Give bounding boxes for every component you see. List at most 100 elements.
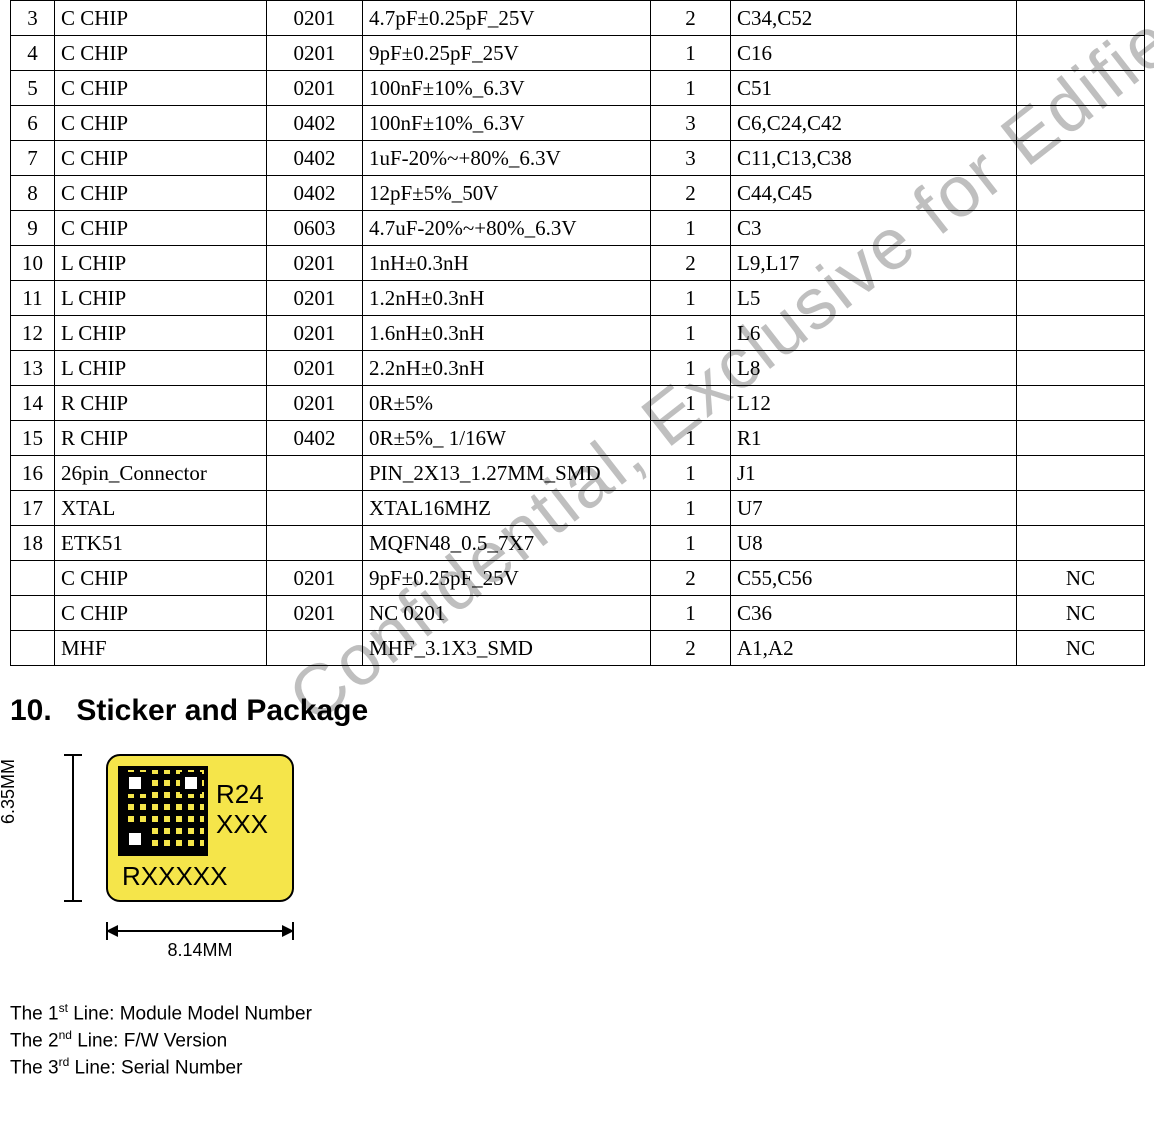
dimension-vertical-tick — [64, 900, 82, 902]
table-cell: MHF — [55, 631, 267, 666]
table-cell: C CHIP — [55, 71, 267, 106]
table-cell — [1017, 456, 1145, 491]
table-cell: 1nH±0.3nH — [363, 246, 651, 281]
table-cell: 9pF±0.25pF_25V — [363, 561, 651, 596]
table-cell: 6 — [11, 106, 55, 141]
table-cell — [1017, 281, 1145, 316]
table-cell: 1uF-20%~+80%_6.3V — [363, 141, 651, 176]
table-cell — [1017, 36, 1145, 71]
table-cell: 0201 — [267, 596, 363, 631]
table-cell: 1 — [651, 421, 731, 456]
legend-line-1: The 1st Line: Module Model Number — [10, 1000, 1144, 1027]
section-heading: 10. Sticker and Package — [10, 694, 1144, 728]
table-cell: 0201 — [267, 1, 363, 36]
table-cell: 0201 — [267, 351, 363, 386]
table-cell: 0201 — [267, 281, 363, 316]
table-cell: 4 — [11, 36, 55, 71]
dimension-vertical: 6.35MM — [10, 754, 96, 902]
table-cell: 12pF±5%_50V — [363, 176, 651, 211]
table-cell: 15 — [11, 421, 55, 456]
section-number: 10. — [10, 694, 68, 728]
table-cell: 0201 — [267, 246, 363, 281]
table-cell: L9,L17 — [731, 246, 1017, 281]
table-cell: XTAL16MHZ — [363, 491, 651, 526]
table-cell: 0603 — [267, 211, 363, 246]
table-row: 3C CHIP02014.7pF±0.25pF_25V2C34,C52 — [11, 1, 1145, 36]
table-cell — [11, 561, 55, 596]
table-cell: C CHIP — [55, 596, 267, 631]
dimension-height-label: 6.35MM — [0, 759, 19, 824]
table-cell: 11 — [11, 281, 55, 316]
table-cell: 1 — [651, 456, 731, 491]
sticker-line-1: R24 — [216, 780, 268, 810]
table-cell — [1017, 246, 1145, 281]
table-cell: 1 — [651, 71, 731, 106]
table-row: 8C CHIP040212pF±5%_50V2C44,C45 — [11, 176, 1145, 211]
dimension-vertical-line — [72, 754, 74, 902]
table-cell: 9 — [11, 211, 55, 246]
table-cell: 16 — [11, 456, 55, 491]
table-cell: 7 — [11, 141, 55, 176]
table-row: 12L CHIP02011.6nH±0.3nH1L6 — [11, 316, 1145, 351]
table-cell — [267, 491, 363, 526]
table-cell: 26pin_Connector — [55, 456, 267, 491]
table-cell: 3 — [651, 141, 731, 176]
table-cell: PIN_2X13_1.27MM_SMD — [363, 456, 651, 491]
table-row: 4C CHIP02019pF±0.25pF_25V1C16 — [11, 36, 1145, 71]
table-cell: C34,C52 — [731, 1, 1017, 36]
table-cell: U8 — [731, 526, 1017, 561]
table-cell — [1017, 316, 1145, 351]
table-cell: ETK51 — [55, 526, 267, 561]
table-cell: 4.7pF±0.25pF_25V — [363, 1, 651, 36]
table-cell: 2 — [651, 631, 731, 666]
table-row: 18ETK51MQFN48_0.5_7X71U8 — [11, 526, 1145, 561]
table-cell: C11,C13,C38 — [731, 141, 1017, 176]
table-row: 14R CHIP02010R±5%1L12 — [11, 386, 1145, 421]
arrow-right-icon — [282, 925, 294, 937]
dimension-width-label: 8.14MM — [106, 940, 294, 961]
table-cell: 2 — [651, 176, 731, 211]
table-cell: 0402 — [267, 106, 363, 141]
table-cell: C CHIP — [55, 211, 267, 246]
table-cell: 8 — [11, 176, 55, 211]
table-cell: L6 — [731, 316, 1017, 351]
sticker-legend: The 1st Line: Module Model Number The 2n… — [10, 1000, 1144, 1081]
table-cell: 1.6nH±0.3nH — [363, 316, 651, 351]
table-cell — [1017, 491, 1145, 526]
table-cell: NC — [1017, 561, 1145, 596]
table-cell: 0201 — [267, 36, 363, 71]
table-row: 7C CHIP04021uF-20%~+80%_6.3V3C11,C13,C38 — [11, 141, 1145, 176]
table-cell — [1017, 211, 1145, 246]
table-cell: A1,A2 — [731, 631, 1017, 666]
table-cell: 4.7uF-20%~+80%_6.3V — [363, 211, 651, 246]
table-cell: 2 — [651, 1, 731, 36]
table-row: 6C CHIP0402100nF±10%_6.3V3C6,C24,C42 — [11, 106, 1145, 141]
sticker-diagram: 6.35MM R24 XXX RXXXXX — [10, 746, 370, 996]
table-cell: U7 — [731, 491, 1017, 526]
table-cell: L12 — [731, 386, 1017, 421]
table-cell: C44,C45 — [731, 176, 1017, 211]
table-cell: R1 — [731, 421, 1017, 456]
table-cell: 1 — [651, 211, 731, 246]
table-cell: C CHIP — [55, 176, 267, 211]
table-cell: 0R±5%_ 1/16W — [363, 421, 651, 456]
table-cell: C CHIP — [55, 1, 267, 36]
table-cell: C36 — [731, 596, 1017, 631]
table-cell: XTAL — [55, 491, 267, 526]
table-cell: R CHIP — [55, 421, 267, 456]
table-row: MHFMHF_3.1X3_SMD2A1,A2NC — [11, 631, 1145, 666]
dimension-horizontal: 8.14MM — [106, 908, 294, 964]
table-cell: 13 — [11, 351, 55, 386]
dimension-vertical-tick — [64, 754, 82, 756]
table-cell: MHF_3.1X3_SMD — [363, 631, 651, 666]
table-cell: MQFN48_0.5_7X7 — [363, 526, 651, 561]
qr-code-icon — [118, 766, 208, 856]
dimension-horizontal-line — [106, 930, 294, 932]
table-cell: 1 — [651, 491, 731, 526]
table-cell: 2 — [651, 561, 731, 596]
table-cell: 3 — [651, 106, 731, 141]
table-cell: 0402 — [267, 421, 363, 456]
table-cell: 12 — [11, 316, 55, 351]
table-cell: L CHIP — [55, 281, 267, 316]
table-cell: C CHIP — [55, 106, 267, 141]
